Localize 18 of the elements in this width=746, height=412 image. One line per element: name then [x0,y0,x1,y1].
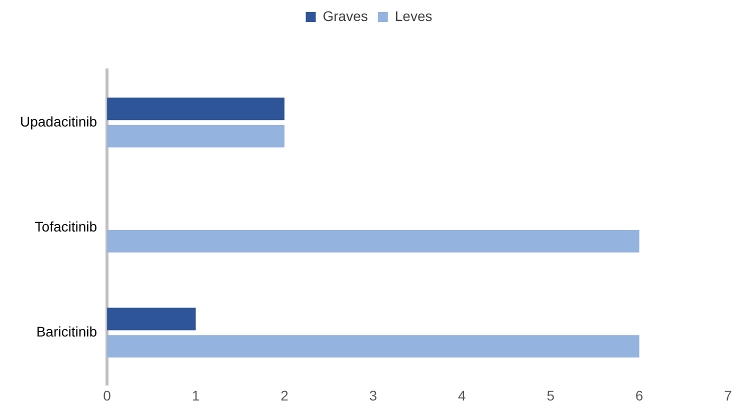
x-tick-label: 5 [546,387,555,404]
legend-label: Leves [394,8,432,24]
y-tick-label: Tofacitinib [34,218,98,234]
bar [107,335,640,358]
bar [107,124,284,148]
x-tick-label: 0 [103,387,112,404]
y-tick-label: Baricitinib [36,324,98,340]
x-tick-label: 3 [369,387,378,404]
bar [107,98,284,120]
bar [107,308,196,330]
legend-label: Graves [322,8,368,24]
x-tick-label: 2 [280,387,289,404]
x-tick-label: 1 [192,387,200,404]
y-tick-label: Upadacitinib [20,113,98,130]
x-tick-label: 4 [458,387,466,404]
bar [107,230,640,252]
x-tick-label: 6 [635,387,644,404]
x-tick-label: 7 [724,387,732,404]
